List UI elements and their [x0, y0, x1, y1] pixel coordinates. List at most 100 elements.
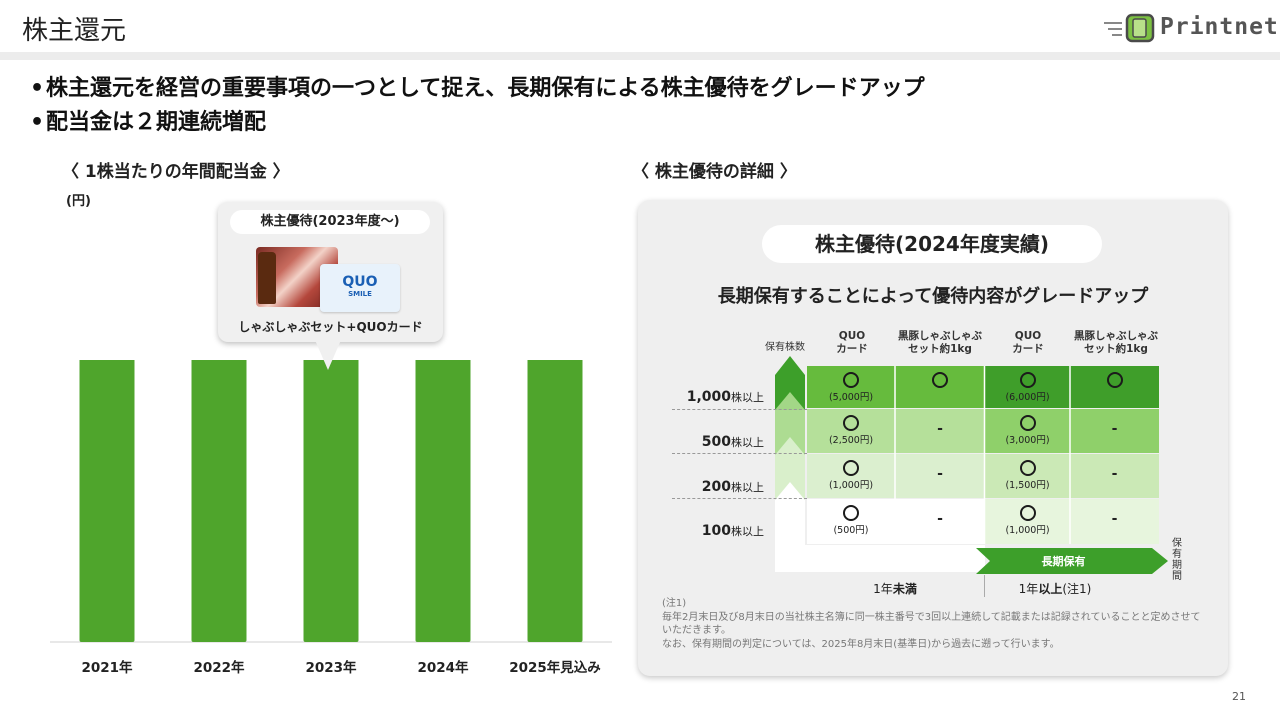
staircase-step-200: [775, 437, 805, 500]
benefit-cell: -: [1070, 409, 1159, 437]
speed-line: [1108, 28, 1122, 30]
header-rule: [0, 52, 1280, 60]
not-included-dash: -: [1111, 511, 1118, 527]
x-tick-label: 2025年見込み: [509, 659, 601, 676]
column-header-line: 黒豚しゃぶしゃぶ: [898, 330, 982, 342]
included-circle-icon: [843, 505, 859, 521]
column-header-line: QUO: [838, 330, 866, 342]
tier-line-1000: [672, 409, 807, 410]
callout-pointer: [315, 340, 341, 370]
staircase-step-1000: [775, 356, 805, 410]
tier-line-500: [672, 453, 807, 454]
included-circle-icon: [1106, 372, 1123, 388]
benefit-cell: (500円): [807, 499, 895, 536]
column-header-pork-long: 黒豚しゃぶしゃぶ セット約1kg: [1068, 330, 1164, 356]
x-tick-label: 2023年: [305, 659, 357, 676]
footnote-line: なお、保有期間の判定については、2025年8月末日(基準日)から過去に遡って行い…: [662, 638, 1060, 650]
column-header-line: セット約1kg: [1084, 343, 1148, 355]
tier-suffix: 株以上: [731, 436, 764, 449]
tier-shares: 100: [701, 523, 731, 539]
column-header-line: 黒豚しゃぶしゃぶ: [1074, 330, 1158, 342]
dividend-section-title: 〈 1株当たりの年間配当金 〉: [62, 162, 290, 182]
chart-unit-label: (円): [66, 194, 91, 209]
benefit-cell: [1070, 366, 1159, 388]
bar-2025年見込み: [527, 360, 583, 642]
benefit-amount: (5,000円): [828, 392, 874, 403]
bullet-mark: •: [30, 110, 45, 135]
benefit-cell: [895, 366, 985, 388]
x-tick-label: 2024年: [417, 659, 469, 676]
benefit-amount: (2,500円): [828, 435, 874, 446]
included-circle-icon: [1019, 372, 1036, 388]
benefit-cell: (1,000円): [807, 454, 895, 491]
not-included-dash: -: [1111, 421, 1118, 437]
footnote-line: 毎年2月末日及び8月末日の当社株主名簿に同一株主番号で3回以上連続して記載または…: [662, 611, 1201, 637]
benefit-amount: (1,500円): [1005, 480, 1050, 491]
tier-label-500: 500株以上: [660, 434, 764, 450]
period-emphasis: 以上: [1038, 582, 1063, 596]
benefit-callout: 株主優待(2023年度～) QUO SMILE しゃぶしゃぶセット+QUOカード: [218, 202, 443, 342]
column-header-line: セット約1kg: [908, 343, 972, 355]
bar-2023年: [303, 360, 359, 642]
period-prefix: 1年: [1018, 582, 1039, 596]
speed-line: [1112, 34, 1122, 36]
included-circle-icon: [1019, 505, 1036, 521]
period-emphasis: 未満: [892, 582, 917, 596]
quo-card-brand: QUO: [342, 274, 378, 290]
period-bar-short: [775, 545, 985, 572]
not-included-dash: -: [937, 466, 943, 482]
tier-label-100: 100株以上: [660, 523, 764, 539]
benefit-section-title: 〈 株主優待の詳細 〉: [632, 162, 797, 182]
grid-row-1000-long: [985, 366, 1159, 408]
benefit-amount: (3,000円): [1005, 435, 1050, 446]
tier-label-1000: 1,000株以上: [660, 389, 764, 405]
included-circle-icon: [932, 372, 948, 388]
dividend-bar-chart: 102021年102022年122023年132024年132025年見込み: [50, 360, 612, 676]
staircase-step-500: [775, 392, 805, 455]
callout-title: 株主優待(2023年度～): [230, 210, 430, 234]
callout-caption: しゃぶしゃぶセット+QUOカード: [238, 320, 423, 334]
period-divider: [984, 575, 985, 597]
period-suffix: (注1): [1062, 582, 1092, 596]
x-tick-label: 2022年: [193, 659, 245, 676]
benefit-cell: -: [895, 409, 985, 437]
bar-2022年: [191, 360, 247, 642]
holding-period-axis-label: 保有期間: [1172, 538, 1182, 582]
tier-suffix: 株以上: [731, 391, 764, 404]
printnet-logo: Printnet: [1104, 12, 1278, 46]
long-holding-label: 長期保有: [1041, 555, 1086, 568]
included-circle-icon: [1019, 460, 1036, 476]
bullet-mark: •: [30, 76, 45, 101]
bullet-2: •配当金は２期連続増配: [30, 104, 266, 136]
benefit-cell: (2,500円): [807, 409, 895, 446]
column-header-quo-short: QUO カード: [812, 330, 892, 356]
quo-card-image: QUO SMILE: [320, 264, 400, 312]
bullet-text: 配当金は２期連続増配: [46, 110, 267, 135]
logo-cube-icon: [1125, 13, 1155, 43]
tier-shares: 1,000: [686, 389, 731, 405]
column-header-line: カード: [1012, 343, 1044, 355]
grid-row-500-long: [985, 409, 1159, 453]
benefit-cell: -: [895, 454, 985, 482]
period-prefix: 1年: [873, 582, 893, 596]
benefit-cell: -: [1070, 454, 1159, 482]
grid-row-200-long: [985, 454, 1159, 498]
bar-2024年: [415, 360, 471, 642]
header: 株主還元 Printnet: [0, 0, 1280, 54]
tier-suffix: 株以上: [731, 481, 764, 494]
column-header-quo-long: QUO カード: [988, 330, 1068, 356]
not-included-dash: -: [937, 511, 943, 527]
included-circle-icon: [1019, 415, 1036, 431]
long-holding-arrow: [976, 548, 1168, 574]
benefit-amount: (6,000円): [1005, 392, 1050, 403]
column-header-line: カード: [836, 343, 868, 355]
benefit-cell: (5,000円): [807, 366, 895, 403]
not-included-dash: -: [937, 421, 943, 437]
sauce-bottle-image: [258, 252, 276, 304]
included-circle-icon: [843, 415, 859, 431]
tier-suffix: 株以上: [731, 525, 764, 538]
tier-shares: 500: [701, 434, 731, 450]
benefit-subtitle: 長期保有することによって優待内容がグレードアップ: [717, 286, 1149, 307]
benefit-panel-title: 株主優待(2024年度実績): [762, 225, 1102, 263]
